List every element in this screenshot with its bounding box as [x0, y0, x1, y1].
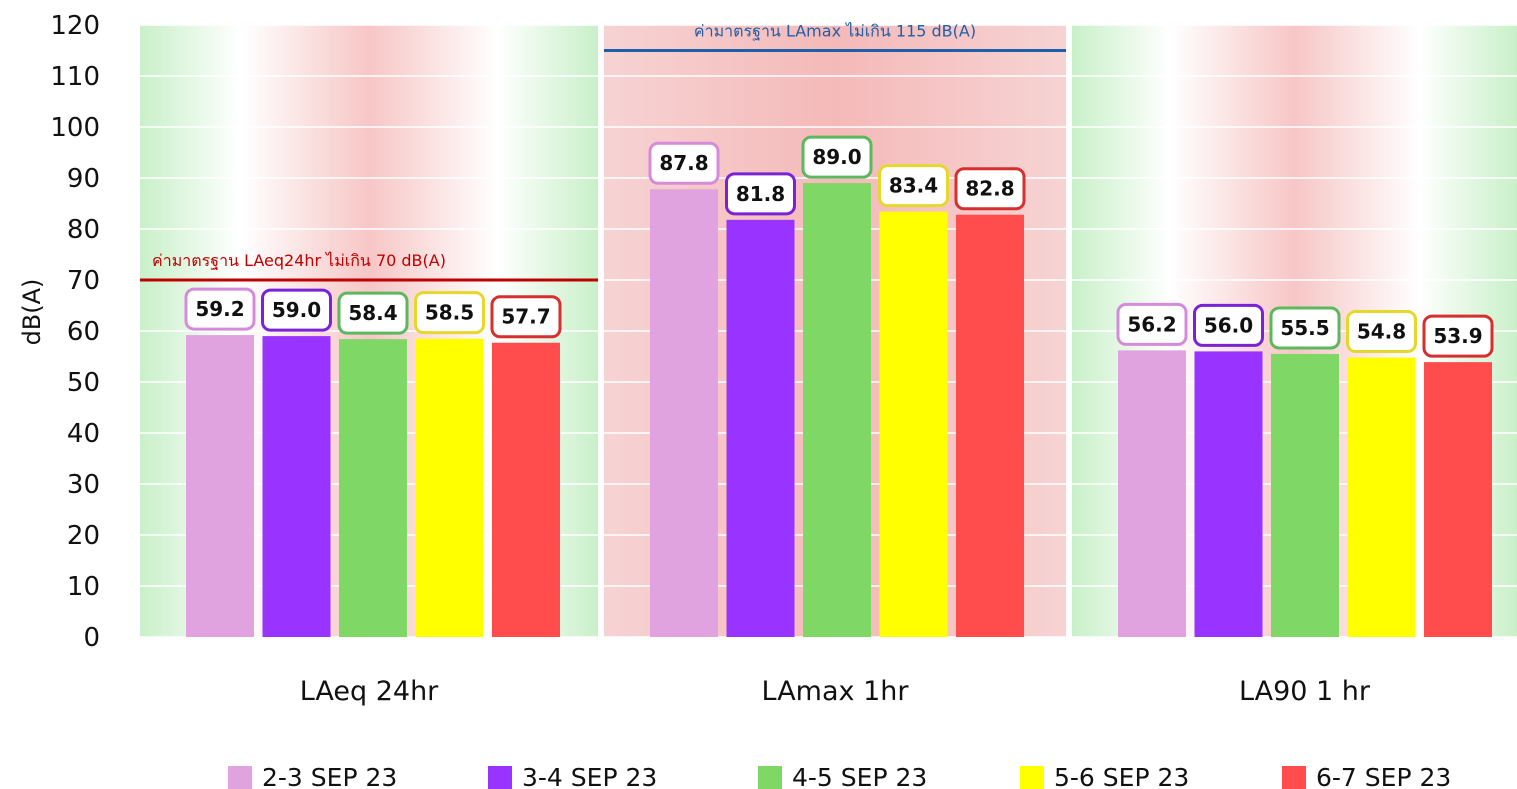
bar — [1118, 350, 1186, 637]
y-tick-label: 90 — [67, 164, 100, 194]
y-tick-label: 120 — [50, 11, 100, 41]
bar — [650, 189, 718, 637]
y-tick-label: 70 — [67, 266, 100, 296]
y-tick-label: 40 — [67, 419, 100, 449]
bars — [186, 183, 1492, 637]
data-label-box — [878, 164, 949, 208]
axes: dB(A) 0 10 20 30 40 50 60 70 80 90 100 110 120 LAeq 2… — [18, 11, 1371, 707]
data-label: 59.2 — [195, 297, 244, 321]
y-tick-label: 10 — [67, 572, 100, 602]
data-label-box — [725, 172, 796, 216]
data-label-box — [1116, 302, 1188, 346]
bar — [1347, 357, 1416, 637]
legend-label: 2-3 SEP 23 — [262, 763, 397, 789]
standard-line-label: ค่ามาตรฐาน LAeq24hr ไม่เกิน 70 dB(A) — [152, 251, 446, 270]
legend-swatch — [1282, 766, 1306, 789]
y-tick-label: 100 — [50, 113, 100, 143]
data-label-box — [337, 291, 409, 335]
legend-label: 5-6 SEP 23 — [1054, 763, 1189, 789]
data-label: 53.9 — [1433, 324, 1482, 348]
data-label-box — [801, 135, 873, 179]
standard-lines: ค่ามาตรฐาน LAeq24hr ไม่เกิน 70 dB(A) ค่าม… — [140, 22, 1066, 282]
legend-label: 3-4 SEP 23 — [522, 763, 657, 789]
data-label-box — [1422, 314, 1494, 358]
data-label: 55.5 — [1280, 316, 1329, 340]
legend-label: 4-5 SEP 23 — [792, 763, 927, 789]
legend: 2-3 SEP 23 3-4 SEP 23 4-5 SEP 23 5-6 SEP 23… — [228, 763, 1451, 789]
data-label: 56.2 — [1127, 312, 1176, 336]
bar — [492, 342, 560, 637]
x-category-label: LAmax 1hr — [762, 676, 910, 707]
y-tick-label: 50 — [67, 368, 100, 398]
bar — [186, 335, 254, 637]
data-label-box — [648, 141, 720, 185]
data-label: 57.7 — [501, 305, 550, 329]
y-tick-label: 20 — [67, 521, 100, 551]
legend-label: 6-7 SEP 23 — [1316, 763, 1451, 789]
data-label: 83.4 — [889, 174, 938, 198]
standard-line-label: ค่ามาตรฐาน LAmax ไม่เกิน 115 dB(A) — [694, 22, 976, 41]
data-label: 87.8 — [659, 151, 708, 175]
data-label: 58.5 — [425, 301, 474, 325]
x-category-label: LA90 1 hr — [1239, 676, 1371, 707]
data-label: 54.8 — [1357, 320, 1406, 344]
data-label: 81.8 — [736, 182, 785, 206]
data-labels: 59.2 59.0 58.4 58.5 57.7 87.8 81.8 89.0 83.4 82.8… — [184, 135, 1494, 358]
bar — [262, 336, 331, 637]
bar — [1424, 362, 1492, 637]
data-label: 58.4 — [348, 301, 397, 325]
data-label: 59.0 — [272, 298, 321, 322]
bar — [956, 214, 1024, 637]
legend-swatch — [1020, 766, 1044, 789]
bar — [415, 338, 484, 637]
y-axis-title: dB(A) — [18, 279, 46, 346]
bar — [1194, 351, 1263, 637]
data-label-box — [184, 287, 256, 331]
legend-swatch — [758, 766, 782, 789]
data-label: 82.8 — [965, 177, 1014, 201]
data-label-box — [1346, 310, 1417, 354]
data-label-box — [414, 291, 485, 335]
y-tick-label: 0 — [83, 623, 100, 653]
bar — [726, 219, 795, 637]
bar — [879, 211, 948, 637]
bar — [339, 339, 407, 637]
legend-swatch — [488, 766, 512, 789]
data-label-box — [954, 167, 1026, 211]
bar — [803, 183, 871, 637]
y-tick-label: 60 — [67, 317, 100, 347]
data-label: 56.0 — [1204, 313, 1253, 337]
data-label: 89.0 — [812, 145, 861, 169]
y-tick-label: 80 — [67, 215, 100, 245]
y-tick-label: 110 — [50, 62, 100, 92]
x-category-label: LAeq 24hr — [300, 676, 439, 707]
data-label-box — [1193, 303, 1264, 347]
data-label-box — [1269, 306, 1341, 350]
data-label-box — [261, 288, 332, 332]
bar — [1271, 353, 1339, 637]
y-tick-label: 30 — [67, 470, 100, 500]
legend-swatch — [228, 766, 252, 789]
data-label-box — [490, 295, 562, 339]
